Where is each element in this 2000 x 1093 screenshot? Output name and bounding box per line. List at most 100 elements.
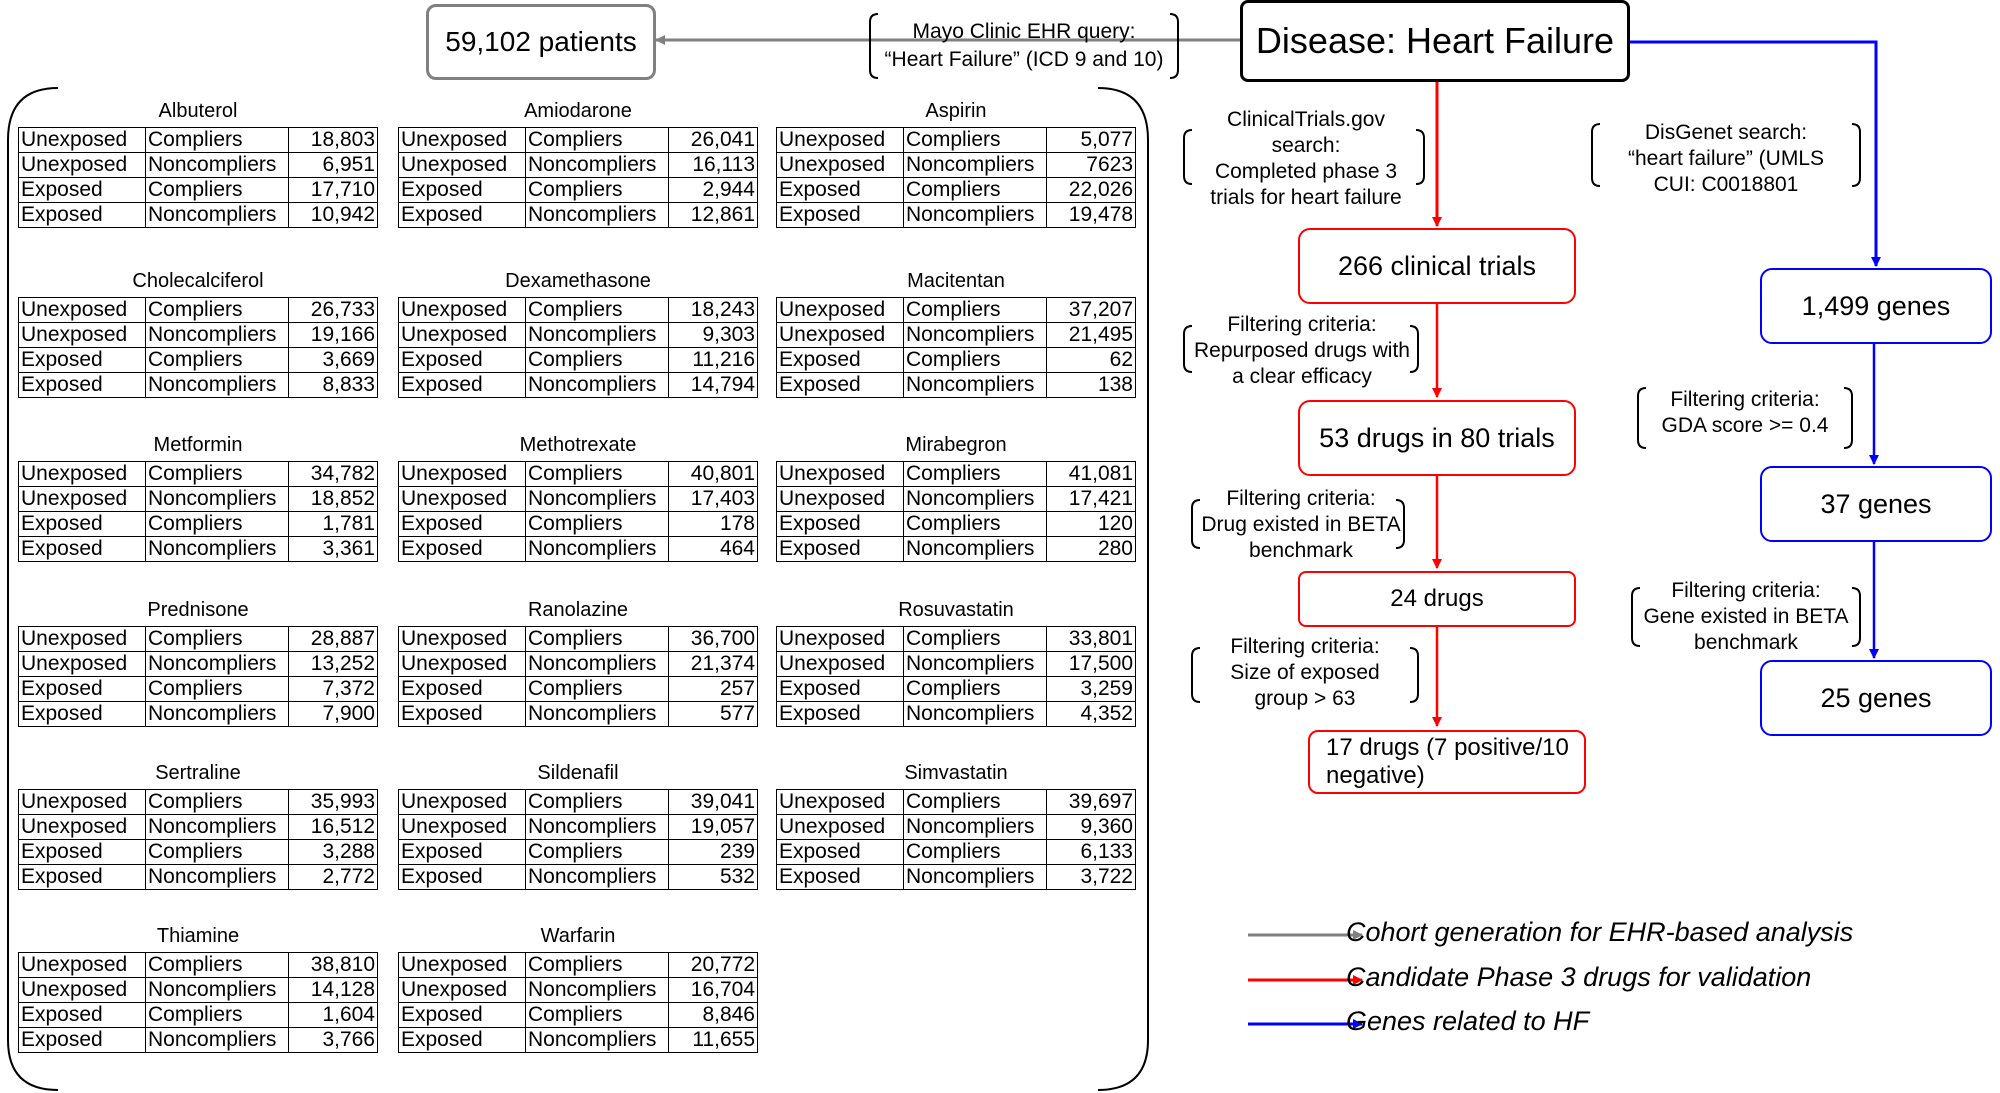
ct-search-line1: ClinicalTrials.gov [1227, 108, 1385, 131]
table-row: Exposed Noncompliers 14,794 [398, 372, 758, 398]
compliance-cell: Noncompliers [525, 651, 669, 677]
exposure-cell: Exposed [776, 864, 904, 890]
exposure-cell: Unexposed [776, 127, 904, 153]
count-cell: 16,704 [668, 977, 758, 1003]
table-row: Exposed Noncompliers 3,766 [18, 1027, 378, 1053]
count-cell: 19,166 [288, 322, 378, 348]
count-cell: 20,772 [668, 952, 758, 978]
count-cell: 3,669 [288, 347, 378, 373]
table-row: Unexposed Noncompliers 16,113 [398, 152, 758, 178]
exposure-cell: Exposed [18, 1027, 146, 1053]
exposure-cell: Unexposed [18, 322, 146, 348]
count-cell: 16,512 [288, 814, 378, 840]
ehr-query-bracket [869, 13, 1179, 79]
exposure-cell: Unexposed [776, 322, 904, 348]
table-row: Exposed Noncompliers 4,352 [776, 701, 1136, 727]
drug-count-table: Unexposed Compliers 5,077 Unexposed Noncompl… [776, 127, 1136, 228]
count-cell: 11,655 [668, 1027, 758, 1053]
exposure-cell: Exposed [398, 1027, 526, 1053]
compliance-cell: Noncompliers [903, 152, 1047, 178]
table-row: Unexposed Noncompliers 14,128 [18, 977, 378, 1003]
drug-name: Rosuvastatin [898, 599, 1014, 621]
drug-count-table: Unexposed Compliers 18,803 Unexposed Noncomp… [18, 127, 378, 228]
exposure-cell: Exposed [18, 676, 146, 702]
table-row: Unexposed Compliers 38,810 [18, 952, 378, 978]
count-cell: 6,133 [1046, 839, 1136, 865]
gda-filter-line2: GDA score >= 0.4 [1661, 414, 1829, 437]
exposure-cell: Unexposed [18, 789, 146, 815]
drug-table-methotrexate: Methotrexate Unexposed Compliers 40,801 Unex… [398, 432, 758, 562]
filter2-line1: Filtering criteria: [1226, 487, 1376, 510]
exposure-cell: Unexposed [18, 952, 146, 978]
count-cell: 14,128 [288, 977, 378, 1003]
compliance-cell: Noncompliers [903, 372, 1047, 398]
drug-name: Sildenafil [537, 762, 619, 784]
count-cell: 18,243 [668, 297, 758, 323]
table-row: Exposed Compliers 6,133 [776, 839, 1136, 865]
compliance-cell: Noncompliers [525, 372, 669, 398]
table-row: Unexposed Noncompliers 9,303 [398, 322, 758, 348]
drug-name: Macitentan [907, 270, 1005, 292]
count-cell: 18,803 [288, 127, 378, 153]
drug-count-table: Unexposed Compliers 20,772 Unexposed Noncomp… [398, 952, 758, 1053]
count-cell: 3,722 [1046, 864, 1136, 890]
compliance-cell: Compliers [903, 839, 1047, 865]
table-row: Unexposed Compliers 26,733 [18, 297, 378, 323]
drug-tables-bracket-right [1097, 87, 1149, 1091]
drug-count-table: Unexposed Compliers 41,081 Unexposed Noncomp… [776, 461, 1136, 562]
count-cell: 11,216 [668, 347, 758, 373]
table-row: Unexposed Noncompliers 18,852 [18, 486, 378, 512]
exposure-cell: Exposed [398, 202, 526, 228]
compliance-cell: Compliers [525, 676, 669, 702]
gene-beta-bracket [1631, 587, 1861, 647]
exposure-cell: Unexposed [18, 626, 146, 652]
ct-search-line2: search: [1271, 134, 1341, 157]
compliance-cell: Compliers [903, 461, 1047, 487]
table-row: Exposed Compliers 257 [398, 676, 758, 702]
table-row: Unexposed Compliers 28,887 [18, 626, 378, 652]
table-row: Exposed Noncompliers 12,861 [398, 202, 758, 228]
exposure-cell: Exposed [18, 536, 146, 562]
compliance-cell: Compliers [525, 789, 669, 815]
table-row: Exposed Compliers 3,259 [776, 676, 1136, 702]
exposure-cell: Unexposed [776, 297, 904, 323]
count-cell: 21,495 [1046, 322, 1136, 348]
compliance-cell: Compliers [525, 626, 669, 652]
compliance-cell: Compliers [903, 177, 1047, 203]
gene-beta-filter-line2: Gene existed in BETA [1643, 605, 1849, 628]
legend-red-label: Candidate Phase 3 drugs for validation [1346, 962, 1812, 992]
count-cell: 7,900 [288, 701, 378, 727]
drug-table-macitentan: Macitentan Unexposed Compliers 37,207 Unexpo… [776, 268, 1136, 398]
compliance-cell: Compliers [145, 626, 289, 652]
compliance-cell: Compliers [145, 676, 289, 702]
patients-box: 59,102 patients [426, 4, 656, 80]
exposure-cell: Unexposed [776, 814, 904, 840]
table-row: Exposed Compliers 8,846 [398, 1002, 758, 1028]
compliance-cell: Compliers [903, 676, 1047, 702]
exposure-cell: Exposed [776, 839, 904, 865]
ct-search-bracket [1183, 129, 1425, 185]
compliance-cell: Noncompliers [145, 1027, 289, 1053]
exposure-cell: Exposed [398, 536, 526, 562]
exposure-cell: Exposed [398, 1002, 526, 1028]
compliance-cell: Compliers [145, 347, 289, 373]
genes-25-box: 25 genes [1760, 660, 1992, 736]
count-cell: 17,500 [1046, 651, 1136, 677]
exposure-cell: Exposed [776, 202, 904, 228]
drug-count-table: Unexposed Compliers 40,801 Unexposed Noncomp… [398, 461, 758, 562]
exposure-cell: Exposed [398, 177, 526, 203]
exposure-cell: Unexposed [18, 461, 146, 487]
drug-count-table: Unexposed Compliers 28,887 Unexposed Noncomp… [18, 626, 378, 727]
drug-name: Thiamine [156, 925, 240, 947]
compliance-cell: Compliers [903, 297, 1047, 323]
exposure-cell: Exposed [18, 511, 146, 537]
count-cell: 17,403 [668, 486, 758, 512]
exposure-cell: Exposed [776, 177, 904, 203]
drug-name: Amiodarone [524, 100, 632, 122]
compliance-cell: Noncompliers [525, 814, 669, 840]
compliance-cell: Compliers [525, 511, 669, 537]
table-row: Exposed Noncompliers 19,478 [776, 202, 1136, 228]
count-cell: 38,810 [288, 952, 378, 978]
